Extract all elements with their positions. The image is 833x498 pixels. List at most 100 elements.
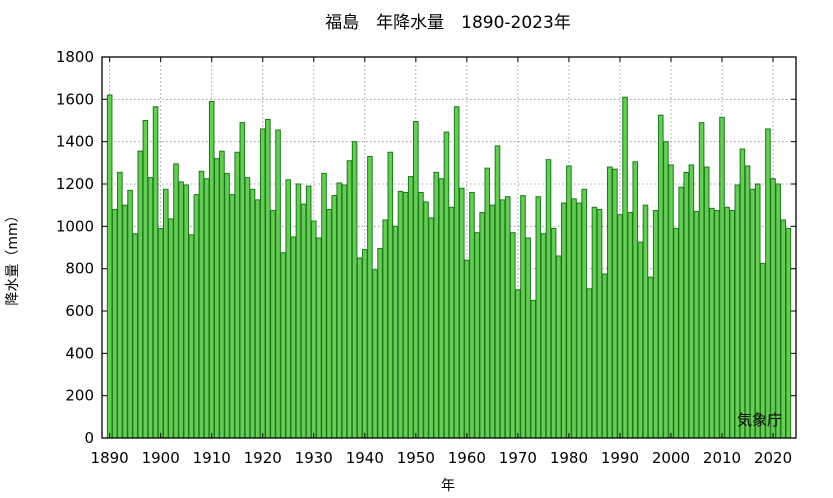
- bar-1961: [469, 191, 475, 439]
- x-tick-label: 1960: [448, 449, 486, 467]
- x-tick-label: 2020: [754, 449, 792, 467]
- bar-1942: [372, 269, 378, 439]
- bar-1894: [127, 189, 133, 439]
- bar-1932: [321, 172, 327, 439]
- bar-1919: [254, 199, 261, 439]
- bar-1933: [326, 208, 332, 439]
- y-axis-label: 降水量（mm）: [5, 208, 21, 305]
- bar-1918: [249, 188, 256, 439]
- y-tick-label: 1800: [56, 48, 94, 66]
- bar-1900: [157, 227, 164, 439]
- bar-1966: [494, 145, 501, 439]
- x-tick-label: 1980: [550, 449, 588, 467]
- bar-1909: [203, 178, 210, 439]
- bar-1949: [407, 176, 414, 439]
- x-axis-label: 年: [441, 478, 455, 494]
- x-tick-label: 1970: [499, 449, 537, 467]
- bar-1916: [239, 122, 246, 439]
- bar-1927: [295, 183, 302, 439]
- bar-2019: [765, 128, 771, 439]
- bar-1986: [596, 208, 603, 439]
- bar-1969: [509, 232, 516, 439]
- x-tick-label: 1940: [346, 449, 384, 467]
- bar-1910: [208, 100, 215, 439]
- x-tick-label: 1890: [91, 449, 129, 467]
- bar-2000: [668, 164, 674, 439]
- bar-2023: [785, 227, 792, 439]
- x-tick-label: 1900: [142, 449, 180, 467]
- bar-1920: [259, 128, 266, 439]
- bar-2017: [754, 183, 761, 439]
- bar-1915: [234, 151, 241, 439]
- bar-1993: [632, 161, 639, 439]
- y-tick-label: 1000: [56, 217, 94, 235]
- bar-1955: [438, 178, 445, 439]
- bar-1957: [448, 206, 455, 439]
- bar-1906: [188, 234, 195, 439]
- bar-1994: [637, 241, 644, 439]
- bar-1983: [581, 188, 588, 439]
- bar-1925: [285, 179, 292, 439]
- bar-1998: [657, 114, 664, 439]
- bar-1911: [214, 158, 220, 439]
- bar-1995: [642, 204, 649, 439]
- bar-1965: [489, 204, 496, 439]
- bar-1914: [229, 194, 235, 439]
- x-tick-label: 1990: [601, 449, 639, 467]
- bar-2016: [749, 188, 756, 439]
- bar-1958: [453, 106, 460, 439]
- bar-2001: [673, 227, 679, 439]
- bar-1962: [474, 232, 480, 439]
- bar-1895: [132, 233, 138, 439]
- x-tick-label: 1950: [397, 449, 435, 467]
- bar-1971: [520, 195, 526, 439]
- bar-1904: [178, 181, 184, 439]
- bar-1892: [117, 171, 123, 439]
- bar-1890: [106, 94, 113, 439]
- bar-1922: [270, 209, 276, 439]
- bar-1902: [168, 218, 174, 439]
- bar-1929: [305, 185, 312, 439]
- bar-1921: [265, 118, 271, 439]
- bar-1973: [530, 299, 536, 439]
- x-tick-label: 2000: [652, 449, 690, 467]
- bar-2003: [683, 171, 690, 439]
- bar-1948: [402, 191, 409, 439]
- y-tick-label: 600: [65, 302, 94, 320]
- plot-frame: [101, 56, 797, 439]
- bar-1989: [612, 168, 618, 439]
- bar-1990: [617, 214, 623, 439]
- bar-1912: [219, 150, 225, 439]
- bar-1934: [331, 195, 337, 439]
- bar-1936: [341, 184, 348, 439]
- y-tick-label: 200: [65, 387, 94, 405]
- bar-1941: [367, 155, 373, 439]
- bar-1987: [601, 273, 608, 439]
- bar-2007: [703, 166, 710, 439]
- bar-1953: [428, 217, 434, 439]
- y-tick-label: 1600: [56, 90, 94, 108]
- bar-2012: [729, 209, 736, 439]
- bar-1991: [622, 96, 628, 439]
- bar-1959: [458, 187, 465, 439]
- bar-1905: [183, 184, 189, 439]
- bar-2005: [693, 211, 700, 439]
- bar-1956: [443, 131, 450, 439]
- bar-1950: [413, 121, 419, 439]
- bar-2011: [724, 206, 730, 439]
- bar-2002: [678, 186, 684, 439]
- bar-1939: [356, 257, 363, 439]
- bar-1947: [397, 190, 404, 439]
- bar-2021: [775, 183, 781, 439]
- bar-2020: [770, 178, 776, 439]
- bar-1896: [137, 150, 144, 439]
- bar-1899: [152, 106, 159, 439]
- bars-layer: [106, 94, 792, 439]
- bar-1935: [336, 182, 343, 439]
- chart-title: 福島 年降水量 1890-2023年: [325, 13, 571, 33]
- bar-2014: [739, 148, 746, 439]
- bar-1931: [316, 237, 322, 439]
- source-credit: 気象庁: [737, 411, 782, 429]
- bar-1963: [479, 212, 485, 439]
